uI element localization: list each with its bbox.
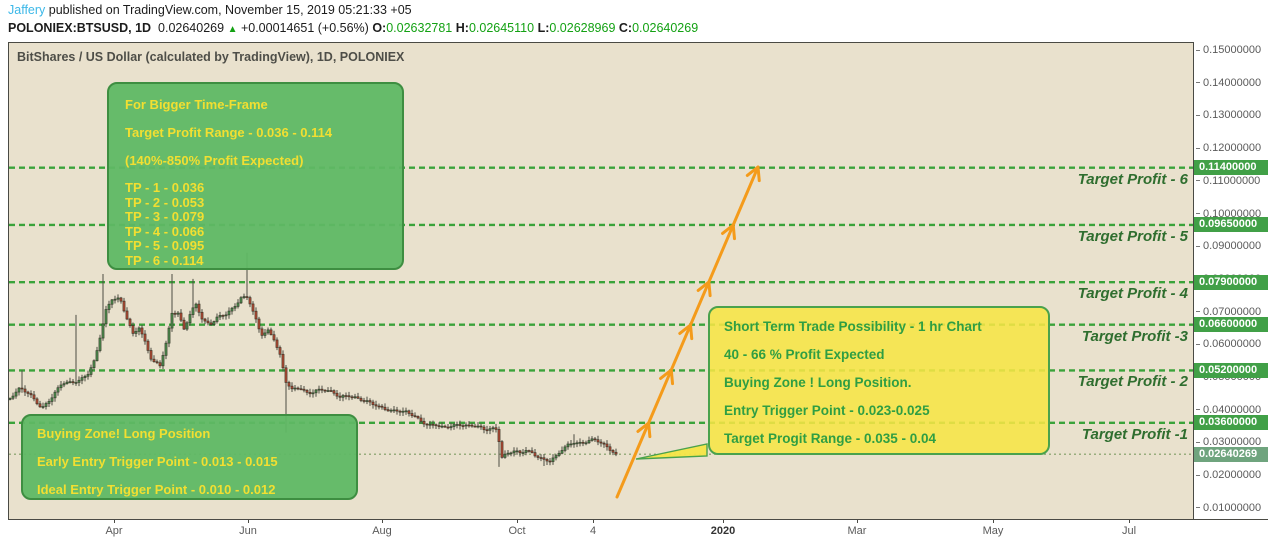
note-short-term[interactable]: Short Term Trade Possibility - 1 hr Char… [708, 306, 1050, 455]
close-label: C: [618, 21, 633, 35]
annotation-line: Target Profit Range - 0.036 - 0.114 [125, 125, 333, 140]
annotation-line: Target Progit Range - 0.035 - 0.04 [724, 431, 937, 446]
up-triangle-icon: ▲ [227, 24, 238, 35]
high-value: 0.02645110 [468, 21, 535, 35]
x-tick-label: Oct [508, 525, 526, 537]
target-price-badge: 0.09650000 [1194, 217, 1268, 233]
x-tick-label: May [982, 525, 1004, 537]
x-tick-mark [248, 519, 249, 523]
x-tick-label: 4 [589, 525, 597, 537]
high-label: H: [455, 21, 469, 35]
y-tick-label: 0.15000000 [1196, 44, 1266, 56]
chart-title: BitShares / US Dollar (calculated by Tra… [17, 50, 405, 64]
x-tick-label: 2020 [710, 525, 736, 537]
annotation-line: Buying Zone ! Long Position. [724, 375, 912, 390]
last-price: 0.02640269 [158, 21, 225, 35]
x-tick-mark [723, 519, 724, 523]
current-price-badge: 0.02640269 [1194, 446, 1268, 462]
y-tick-label: 0.11000000 [1196, 175, 1266, 187]
y-tick-label: 0.06000000 [1196, 338, 1266, 350]
x-tick-label: Apr [105, 525, 123, 537]
annotation-line: TP - 5 - 0.095 [125, 238, 205, 253]
low-value: 0.02628969 [549, 21, 616, 35]
x-tick-mark [114, 519, 115, 523]
open-label: O: [372, 21, 387, 35]
x-tick-mark [1129, 519, 1130, 523]
annotation-line: For Bigger Time-Frame [125, 97, 268, 112]
x-tick-mark [382, 519, 383, 523]
target-profit-label: Target Profit -3 [1081, 327, 1188, 345]
x-tick-mark [593, 519, 594, 523]
target-profit-label: Target Profit - 4 [1077, 285, 1188, 303]
y-tick-label: 0.14000000 [1196, 77, 1266, 89]
annotation-line: TP - 3 - 0.079 [125, 209, 205, 224]
x-tick-label: Jul [1121, 525, 1137, 537]
low-label: L: [537, 21, 550, 35]
publish-info: Jaffery published on TradingView.com, No… [8, 3, 412, 17]
y-tick-label: 0.04000000 [1196, 404, 1266, 416]
x-tick-mark [857, 519, 858, 523]
annotation-line: TP - 4 - 0.066 [125, 223, 205, 239]
annotation-line: TP - 2 - 0.053 [125, 194, 205, 210]
publish-text: published on TradingView.com, November 1… [45, 3, 412, 17]
y-tick-label: 0.10000000 [1196, 208, 1266, 220]
target-price-badge: 0.03600000 [1194, 415, 1268, 431]
y-tick-label: 0.01000000 [1196, 502, 1266, 514]
note-buying-zone[interactable]: Buying Zone! Long Position Early Entry Tr… [21, 414, 358, 500]
y-tick-label: 0.12000000 [1196, 142, 1266, 154]
target-price-badge: 0.05200000 [1194, 362, 1268, 378]
x-tick-mark [517, 519, 518, 523]
price-change: +0.00014651 (+0.56%) [240, 21, 369, 35]
symbol-status-row: POLONIEX:BTSUSD, 1D 0.02640269 ▲ +0.0001… [8, 21, 698, 35]
annotation-line: TP - 6 - 0.114 [125, 252, 204, 268]
y-tick-label: 0.13000000 [1196, 109, 1266, 121]
x-tick-label: Aug [372, 525, 392, 537]
annotation-line: 40 - 66 % Profit Expected [724, 347, 885, 362]
x-tick-label: Mar [847, 525, 867, 537]
time-axis[interactable] [8, 519, 1268, 540]
target-price-badge: 0.07900000 [1194, 274, 1268, 290]
annotation-line: TP - 1 - 0.036 [125, 180, 205, 195]
open-value: 0.02632781 [386, 21, 453, 35]
author-name[interactable]: Jaffery [8, 3, 46, 17]
annotation-line: Short Term Trade Possibility - 1 hr Char… [724, 319, 982, 334]
note-bigger-timeframe[interactable]: For Bigger Time-Frame Target Profit Range… [107, 82, 404, 270]
target-price-badge: 0.11400000 [1194, 160, 1268, 176]
target-profit-label: Target Profit -1 [1081, 425, 1188, 443]
target-profit-label: Target Profit - 6 [1077, 170, 1188, 188]
y-tick-label: 0.02000000 [1196, 469, 1266, 481]
x-tick-mark [993, 519, 994, 523]
annotation-line: Early Entry Trigger Point - 0.013 - 0.01… [37, 454, 278, 469]
annotation-line: Buying Zone! Long Position [37, 426, 211, 441]
close-value: 0.02640269 [632, 21, 699, 35]
y-tick-label: 0.07000000 [1196, 306, 1266, 318]
annotation-line: (140%-850% Profit Expected) [125, 153, 304, 168]
target-profit-label: Target Profit - 2 [1077, 373, 1188, 391]
target-profit-label: Target Profit - 5 [1077, 227, 1188, 245]
candle-bodies [9, 296, 618, 463]
annotation-line: Entry Trigger Point - 0.023-0.025 [724, 403, 930, 418]
annotation-line: Ideal Entry Trigger Point - 0.010 - 0.01… [37, 482, 276, 497]
symbol-label[interactable]: POLONIEX:BTSUSD, 1D [8, 21, 152, 35]
x-tick-label: Jun [239, 525, 257, 537]
y-tick-label: 0.09000000 [1196, 240, 1266, 252]
target-price-badge: 0.06600000 [1194, 317, 1268, 333]
y-tick-label: 0.03000000 [1196, 436, 1266, 448]
